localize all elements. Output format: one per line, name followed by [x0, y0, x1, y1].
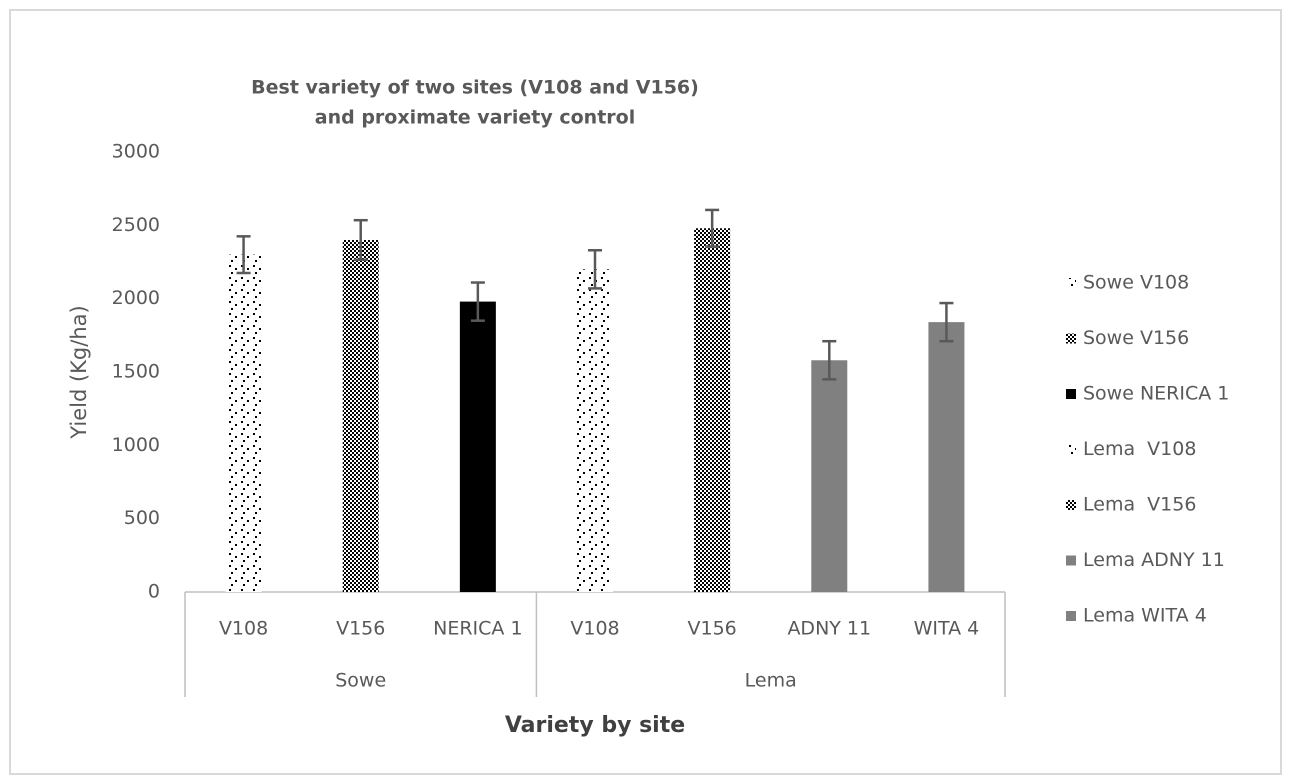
group-label: Sowe [335, 670, 386, 692]
y-tick-label: 2000 [112, 287, 160, 309]
x-tick-label: V156 [688, 618, 737, 640]
legend-label: Lema WITA 4 [1083, 605, 1207, 627]
x-tick-label: V156 [336, 618, 385, 640]
x-tick-label: WITA 4 [914, 618, 980, 640]
x-tick-label: V108 [570, 618, 619, 640]
bar [694, 228, 731, 592]
legend-label: Sowe V156 [1083, 327, 1189, 349]
bar [928, 322, 965, 592]
x-axis-title: Variety by site [505, 713, 685, 738]
y-tick-label: 2500 [112, 214, 160, 236]
error-bar [353, 218, 368, 262]
bar [225, 254, 262, 592]
y-tick-label: 0 [148, 581, 160, 603]
error-bar [939, 301, 954, 343]
legend-label: Sowe NERICA 1 [1083, 383, 1229, 405]
error-bar [470, 281, 485, 322]
x-tick-label: NERICA 1 [433, 618, 522, 640]
legend-label: Lema V108 [1083, 438, 1196, 460]
chart-title: and proximate variety control [315, 107, 635, 129]
legend-marker [1066, 555, 1076, 566]
x-tick-label: ADNY 11 [787, 618, 871, 640]
x-tick-label: V108 [219, 618, 268, 640]
group-label: Lema [745, 670, 797, 692]
legend-label: Sowe V108 [1083, 272, 1189, 294]
bar [459, 301, 496, 592]
y-axis-title: Yield (Kg/ha) [67, 305, 91, 439]
error-bar [588, 249, 602, 290]
bar [577, 269, 613, 592]
bar [811, 360, 848, 592]
bar [342, 240, 379, 592]
chart-title: Best variety of two sites (V108 and V156… [251, 77, 699, 99]
y-tick-label: 500 [124, 507, 160, 529]
y-tick-label: 1000 [112, 434, 160, 456]
legend-label: Lema V156 [1083, 494, 1196, 516]
error-bar [705, 208, 720, 248]
legend-marker [1066, 611, 1076, 621]
y-tick-label: 3000 [112, 141, 160, 163]
legend-label: Lema ADNY 11 [1083, 549, 1225, 571]
error-bar [822, 339, 837, 381]
legend-marker [1066, 444, 1076, 455]
y-tick-label: 1500 [112, 361, 160, 383]
error-bar [236, 235, 251, 275]
legend-marker [1066, 389, 1076, 399]
legend-marker [1066, 333, 1076, 344]
legend-marker [1066, 500, 1076, 510]
legend-marker [1066, 278, 1076, 288]
